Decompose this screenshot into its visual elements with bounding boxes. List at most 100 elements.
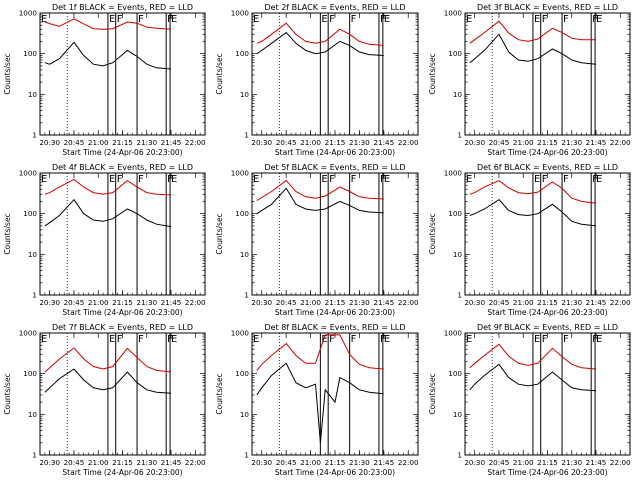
x-tick-label: 21:15 [537, 298, 558, 307]
flag-letter: F [329, 174, 335, 185]
flag-letter: E [466, 334, 472, 345]
y-axis-label: Counts/sec [428, 213, 437, 254]
y-axis-label: Counts/sec [3, 53, 12, 94]
x-tick-label: 21:45 [373, 458, 394, 467]
y-tick-label: 1 [457, 131, 462, 140]
series-line-lld [469, 180, 597, 204]
flag-letter: F [329, 14, 335, 25]
x-tick-label: 21:15 [325, 458, 346, 467]
panel-title: Det 1f BLACK = Events, RED = LLD [52, 3, 193, 12]
series-line-events [44, 41, 172, 70]
series-line-events [256, 31, 384, 56]
y-tick-label: 100 [235, 209, 249, 218]
y-axis-label: Counts/sec [215, 213, 224, 254]
x-tick-label: 21:30 [561, 458, 582, 467]
x-tick-label: 21:15 [325, 298, 346, 307]
flag-letter: F [563, 14, 569, 25]
y-tick-label: 1 [32, 451, 37, 460]
x-tick-label: 21:00 [88, 458, 109, 467]
x-tick-label: 21:45 [373, 298, 394, 307]
x-tick-label: 22:00 [398, 458, 419, 467]
panel-4: Det 4f BLACK = Events, RED = LLD 1 10 100 10… [3, 163, 206, 317]
y-tick-label: 1000 [231, 329, 250, 338]
x-tick-label: 21:30 [349, 138, 370, 147]
flag-letter: E [384, 334, 390, 345]
flag-letter: E [109, 14, 115, 25]
y-tick-label: 10 [453, 90, 463, 99]
y-tick-label: 1000 [19, 329, 38, 338]
panel-title: Det 7f BLACK = Events, RED = LLD [52, 323, 193, 332]
y-tick-label: 10 [240, 90, 250, 99]
panel-6: Det 6f BLACK = Events, RED = LLD 1 10 100 10… [428, 163, 631, 317]
flag-letter: E [384, 14, 390, 25]
y-tick-label: 1000 [19, 169, 38, 178]
x-tick-label: 21:00 [300, 458, 321, 467]
flag-letter: E [41, 334, 47, 345]
y-axis-label: Counts/sec [215, 53, 224, 94]
x-tick-label: 22:00 [185, 298, 206, 307]
y-tick-label: 10 [453, 250, 463, 259]
x-tick-label: 20:45 [64, 138, 85, 147]
x-tick-label: 21:00 [300, 138, 321, 147]
panel-title: Det 9f BLACK = Events, RED = LLD [477, 323, 618, 332]
x-axis-label: Start Time (24-Apr-06 20:23:00) [275, 148, 395, 157]
flag-letter: E [534, 174, 540, 185]
x-tick-label: 21:45 [161, 298, 182, 307]
y-axis-label: Counts/sec [3, 373, 12, 414]
y-tick-label: 1000 [444, 169, 463, 178]
x-tick-label: 21:45 [373, 138, 394, 147]
flag-letter: F [563, 334, 569, 345]
x-axis-label: Start Time (24-Apr-06 20:23:00) [275, 308, 395, 317]
flag-letter: E [534, 14, 540, 25]
plot-frame [251, 172, 419, 296]
flag-letter: E [321, 334, 327, 345]
x-tick-label: 21:00 [300, 298, 321, 307]
flag-letter: E [109, 334, 115, 345]
x-tick-label: 20:30 [464, 298, 485, 307]
series-line-events [469, 363, 597, 392]
y-tick-label: 1000 [19, 9, 38, 18]
x-tick-label: 21:45 [586, 138, 607, 147]
y-axis-label: Counts/sec [428, 53, 437, 94]
y-tick-label: 100 [235, 369, 249, 378]
flag-letter: E [596, 334, 602, 345]
y-tick-label: 100 [235, 49, 249, 58]
y-tick-label: 100 [23, 49, 37, 58]
flag-letter: E [321, 174, 327, 185]
plot-frame [39, 172, 206, 296]
y-axis-label: Counts/sec [3, 213, 12, 254]
series-line-lld [469, 343, 597, 370]
y-tick-label: 100 [23, 209, 37, 218]
y-tick-label: 10 [453, 410, 463, 419]
y-tick-label: 1000 [231, 9, 250, 18]
panel-7: Det 7f BLACK = Events, RED = LLD 1 10 100 10… [3, 323, 206, 477]
y-tick-label: 1000 [444, 329, 463, 338]
x-axis-label: Start Time (24-Apr-06 20:23:00) [275, 468, 395, 477]
plot-frame [39, 12, 206, 136]
x-tick-label: 22:00 [610, 458, 631, 467]
panel-8: Det 8f BLACK = Events, RED = LLD 1 10 100 10… [215, 323, 419, 477]
x-tick-label: 20:45 [276, 298, 297, 307]
x-tick-label: 21:30 [561, 138, 582, 147]
flag-letter: F [138, 14, 144, 25]
series-line-lld [256, 179, 384, 202]
x-tick-label: 21:30 [136, 298, 157, 307]
x-tick-label: 20:30 [251, 458, 272, 467]
x-tick-label: 20:30 [39, 138, 60, 147]
x-tick-label: 22:00 [185, 458, 206, 467]
y-tick-label: 1 [457, 451, 462, 460]
y-tick-label: 1000 [231, 169, 250, 178]
x-tick-label: 20:30 [39, 458, 60, 467]
x-tick-label: 20:45 [489, 138, 510, 147]
x-tick-label: 21:30 [136, 138, 157, 147]
y-axis-label: Counts/sec [428, 373, 437, 414]
x-axis-label: Start Time (24-Apr-06 20:23:00) [62, 148, 182, 157]
x-tick-label: 21:15 [537, 138, 558, 147]
y-tick-label: 1 [244, 131, 249, 140]
y-tick-label: 1 [32, 131, 37, 140]
series-line-events [256, 362, 384, 443]
plot-frame [251, 12, 419, 136]
flag-letter: E [596, 174, 602, 185]
y-tick-label: 10 [240, 250, 250, 259]
series-line-events [469, 33, 597, 65]
